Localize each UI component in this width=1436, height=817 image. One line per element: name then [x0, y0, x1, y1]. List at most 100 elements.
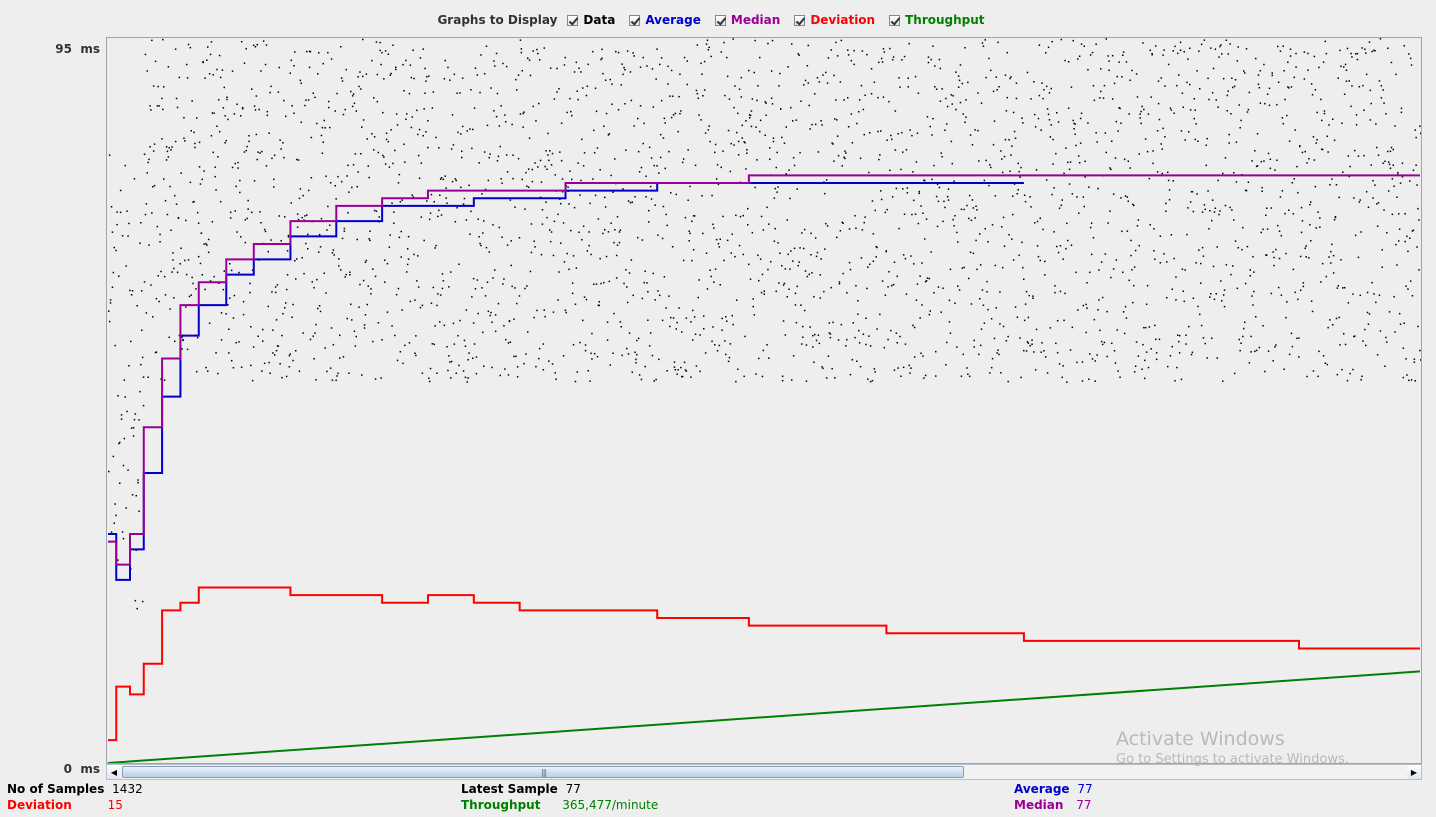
data-point [1253, 290, 1255, 293]
toggle-average[interactable]: Average [629, 13, 701, 27]
data-point [1223, 305, 1226, 308]
scroll-left-button[interactable]: ◀ [107, 765, 121, 779]
samples-stat: No of Samples 1432 [7, 782, 143, 796]
data-point [615, 254, 618, 257]
data-point [1258, 87, 1261, 89]
data-point [208, 73, 211, 75]
data-point [555, 378, 557, 380]
data-point [1231, 209, 1233, 211]
median-checkbox[interactable] [714, 14, 726, 26]
throughput-checkbox[interactable] [889, 14, 901, 26]
toggle-data[interactable]: Data [567, 13, 615, 27]
data-point [438, 147, 440, 149]
data-point [1122, 54, 1124, 56]
data-point [867, 378, 869, 380]
data-point [854, 215, 856, 217]
data-point [786, 296, 788, 298]
scroll-right-button[interactable]: ▶ [1407, 765, 1421, 779]
horizontal-scrollbar[interactable]: ◀ ||| ▶ [106, 764, 1422, 780]
data-point [373, 97, 375, 99]
data-point [653, 380, 655, 382]
data-point [901, 131, 903, 134]
data-point [1006, 96, 1008, 99]
data-point [463, 339, 466, 342]
data-point [704, 132, 707, 134]
data-point [1136, 96, 1139, 98]
data-point [787, 253, 789, 256]
data-point [1354, 53, 1357, 55]
data-point [581, 138, 583, 141]
data-point [1043, 89, 1045, 91]
data-point [227, 118, 229, 121]
data-point [1388, 311, 1391, 313]
data-point [182, 339, 184, 341]
data-point [913, 356, 916, 358]
toggle-median[interactable]: Median [714, 13, 780, 27]
data-point [970, 219, 973, 222]
data-point [177, 217, 180, 219]
data-point [1243, 70, 1245, 72]
data-point [1009, 77, 1011, 80]
data-point [473, 343, 476, 345]
data-point [1318, 350, 1320, 353]
deviation-stat: Deviation 15 [7, 798, 123, 812]
scroll-thumb[interactable]: ||| [122, 766, 964, 778]
data-point [518, 295, 521, 297]
data-point [1061, 376, 1063, 379]
data-point [417, 133, 419, 136]
data-point [157, 85, 159, 88]
data-point [274, 286, 277, 288]
average-checkbox[interactable] [629, 14, 641, 26]
data-point [777, 242, 779, 244]
data-point [1315, 142, 1317, 144]
data-point [1059, 290, 1062, 293]
data-point [322, 62, 324, 65]
toggle-throughput[interactable]: Throughput [889, 13, 985, 27]
data-point [340, 77, 343, 79]
deviation-checkbox[interactable] [794, 14, 806, 26]
data-point [273, 186, 275, 188]
toggle-deviation[interactable]: Deviation [794, 13, 875, 27]
chevron-right-icon: ▶ [1410, 767, 1418, 777]
data-point [880, 190, 882, 192]
data-point [1002, 216, 1005, 219]
data-point [235, 185, 237, 188]
data-checkbox[interactable] [567, 14, 579, 26]
data-point [845, 152, 847, 154]
data-point [825, 222, 827, 225]
data-point [320, 217, 323, 220]
data-point [988, 57, 990, 60]
data-point [1045, 85, 1048, 88]
data-point [139, 390, 141, 393]
data-point [577, 98, 579, 101]
data-point [1093, 318, 1096, 321]
data-point [615, 50, 617, 53]
data-point [114, 503, 116, 505]
data-point [1047, 113, 1050, 116]
data-point [1168, 199, 1171, 201]
data-point [1155, 45, 1157, 47]
data-point [1033, 351, 1035, 353]
data-point [1350, 52, 1352, 55]
data-point [1125, 61, 1128, 63]
data-point [679, 73, 681, 75]
data-point [271, 157, 273, 160]
data-point [1008, 139, 1010, 141]
data-point [652, 106, 655, 108]
data-point [1260, 160, 1262, 163]
data-point [1000, 150, 1002, 152]
data-point [1110, 168, 1112, 171]
data-point [603, 281, 605, 284]
data-point [356, 185, 358, 188]
data-point [1007, 380, 1009, 383]
data-point [696, 92, 699, 95]
data-point [122, 464, 125, 467]
data-point [207, 46, 209, 48]
data-point [1269, 158, 1272, 160]
data-point [715, 178, 718, 180]
data-point [657, 290, 659, 292]
data-point [422, 48, 424, 50]
data-point [1227, 53, 1229, 55]
data-point [331, 379, 334, 381]
data-point [396, 359, 399, 362]
